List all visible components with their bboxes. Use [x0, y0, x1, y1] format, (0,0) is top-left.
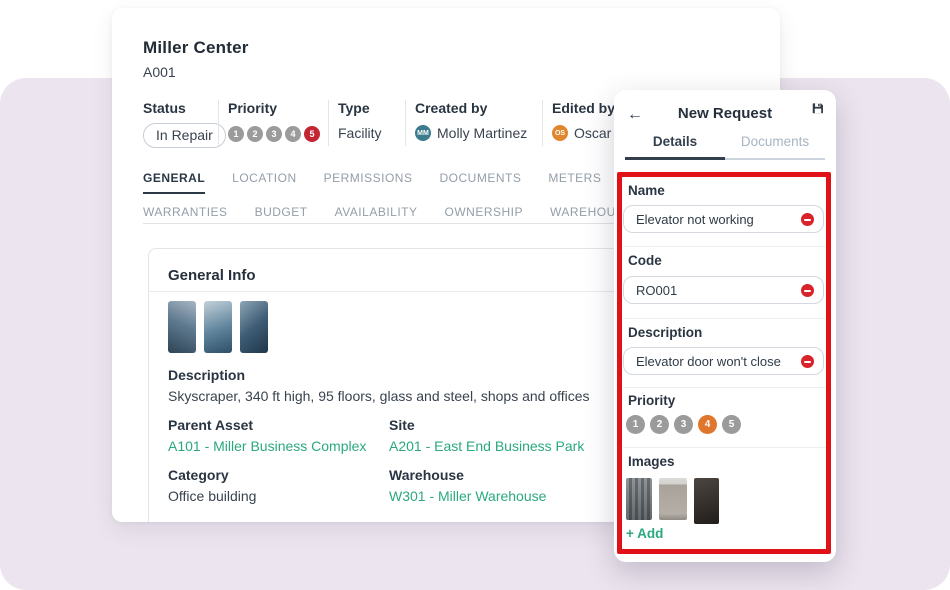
remove-minus-icon[interactable] — [801, 355, 814, 368]
created-by-label: Created by — [415, 100, 488, 116]
images-label: Images — [628, 454, 675, 469]
priority-label: Priority — [628, 393, 676, 408]
type-value: Facility — [338, 125, 382, 141]
asset-title: Miller Center — [143, 38, 249, 57]
elevator-photo-1[interactable] — [626, 478, 652, 520]
asset-code: A001 — [143, 64, 176, 80]
building-photo-3[interactable] — [240, 301, 268, 353]
edited-by-field: Edited by OS Oscar S — [552, 100, 625, 141]
elevator-photo-3[interactable] — [694, 478, 719, 524]
edited-by-label: Edited by — [552, 100, 616, 116]
priority-dot-2: 2 — [247, 126, 263, 142]
priority-option-1[interactable]: 1 — [626, 415, 645, 434]
tab-location[interactable]: LOCATION — [232, 171, 297, 185]
description-input[interactable] — [623, 347, 824, 375]
priority-label: Priority — [228, 100, 278, 116]
tab-warranties[interactable]: WARRANTIES — [143, 205, 228, 219]
description-input-wrap — [623, 347, 824, 375]
priority-indicator: 1 2 3 4 5 — [228, 126, 320, 142]
save-icon[interactable] — [811, 101, 825, 115]
priority-field: Priority 1 2 3 4 5 — [228, 100, 320, 142]
avatar: MM — [415, 125, 431, 141]
priority-option-5[interactable]: 5 — [722, 415, 741, 434]
building-photo-2[interactable] — [204, 301, 232, 353]
priority-option-2[interactable]: 2 — [650, 415, 669, 434]
warehouse-link[interactable]: W301 - Miller Warehouse — [389, 488, 547, 504]
elevator-photo-2[interactable] — [659, 478, 687, 520]
tab-documents[interactable]: DOCUMENTS — [439, 171, 522, 185]
divider — [623, 447, 827, 448]
remove-minus-icon[interactable] — [801, 213, 814, 226]
panel-title: New Request — [677, 105, 773, 122]
category-field: Category Office building — [168, 467, 256, 504]
status-field: Status In Repair — [143, 100, 226, 148]
name-label: Name — [628, 183, 665, 198]
category-value: Office building — [168, 488, 257, 504]
status-label: Status — [143, 100, 186, 116]
divider — [542, 100, 543, 146]
avatar: OS — [552, 125, 568, 141]
description-label: Description — [168, 367, 246, 383]
site-field: Site A201 - East End Business Park — [389, 417, 584, 454]
warehouse-field: Warehouse W301 - Miller Warehouse — [389, 467, 546, 504]
general-info-title: General Info — [168, 267, 256, 284]
type-field: Type Facility — [338, 100, 382, 141]
priority-dot-5-active: 5 — [304, 126, 320, 142]
tab-availability[interactable]: AVAILABILITY — [334, 205, 418, 219]
priority-dot-1: 1 — [228, 126, 244, 142]
tab-ownership[interactable]: OWNERSHIP — [444, 205, 524, 219]
edited-by-name: Oscar S — [574, 125, 625, 141]
parent-asset-link[interactable]: A101 - Miller Business Complex — [168, 438, 367, 454]
divider — [149, 291, 754, 292]
edited-by-person: OS Oscar S — [552, 125, 625, 141]
name-input[interactable] — [623, 205, 824, 233]
description-label: Description — [628, 325, 703, 340]
divider — [218, 100, 219, 146]
code-input-wrap — [623, 276, 824, 304]
request-photo-list — [626, 478, 719, 524]
remove-minus-icon[interactable] — [801, 284, 814, 297]
divider — [405, 100, 406, 146]
tab-meters[interactable]: METERS — [548, 171, 602, 185]
name-input-wrap — [623, 205, 824, 233]
add-image-button[interactable]: + Add — [626, 526, 664, 541]
site-link[interactable]: A201 - East End Business Park — [389, 438, 585, 454]
divider — [623, 318, 827, 319]
primary-tab-bar: GENERAL LOCATION PERMISSIONS DOCUMENTS M… — [143, 171, 647, 194]
asset-photo-list — [168, 301, 268, 353]
priority-option-4-active[interactable]: 4 — [698, 415, 717, 434]
priority-dot-3: 3 — [266, 126, 282, 142]
priority-option-3[interactable]: 3 — [674, 415, 693, 434]
divider — [623, 387, 827, 388]
status-badge: In Repair — [143, 123, 226, 148]
created-by-field: Created by MM Molly Martinez — [415, 100, 527, 141]
warehouse-label: Warehouse — [389, 467, 464, 483]
description-field: Description Skyscraper, 340 ft high, 95 … — [168, 367, 590, 404]
divider — [328, 100, 329, 146]
priority-dot-4: 4 — [285, 126, 301, 142]
tab-documents[interactable]: Documents — [725, 134, 825, 160]
category-label: Category — [168, 467, 229, 483]
code-label: Code — [628, 253, 662, 268]
parent-asset-label: Parent Asset — [168, 417, 254, 433]
request-tab-bar: Details Documents — [625, 134, 825, 160]
back-arrow-icon[interactable]: ← — [627, 106, 643, 123]
divider — [143, 223, 754, 224]
site-label: Site — [389, 417, 415, 433]
created-by-name: Molly Martinez — [437, 125, 528, 141]
tab-details[interactable]: Details — [625, 134, 725, 160]
tab-budget[interactable]: BUDGET — [254, 205, 308, 219]
priority-selector: 1 2 3 4 5 — [626, 415, 741, 434]
divider — [623, 246, 827, 247]
type-label: Type — [338, 100, 370, 116]
created-by-person: MM Molly Martinez — [415, 125, 527, 141]
code-input[interactable] — [623, 276, 824, 304]
tab-permissions[interactable]: PERMISSIONS — [323, 171, 413, 185]
parent-asset-field: Parent Asset A101 - Miller Business Comp… — [168, 417, 366, 454]
description-value: Skyscraper, 340 ft high, 95 floors, glas… — [168, 388, 590, 404]
tab-general[interactable]: GENERAL — [143, 171, 206, 194]
building-photo-1[interactable] — [168, 301, 196, 353]
new-request-panel: ← New Request Details Documents Name Cod… — [614, 90, 836, 562]
